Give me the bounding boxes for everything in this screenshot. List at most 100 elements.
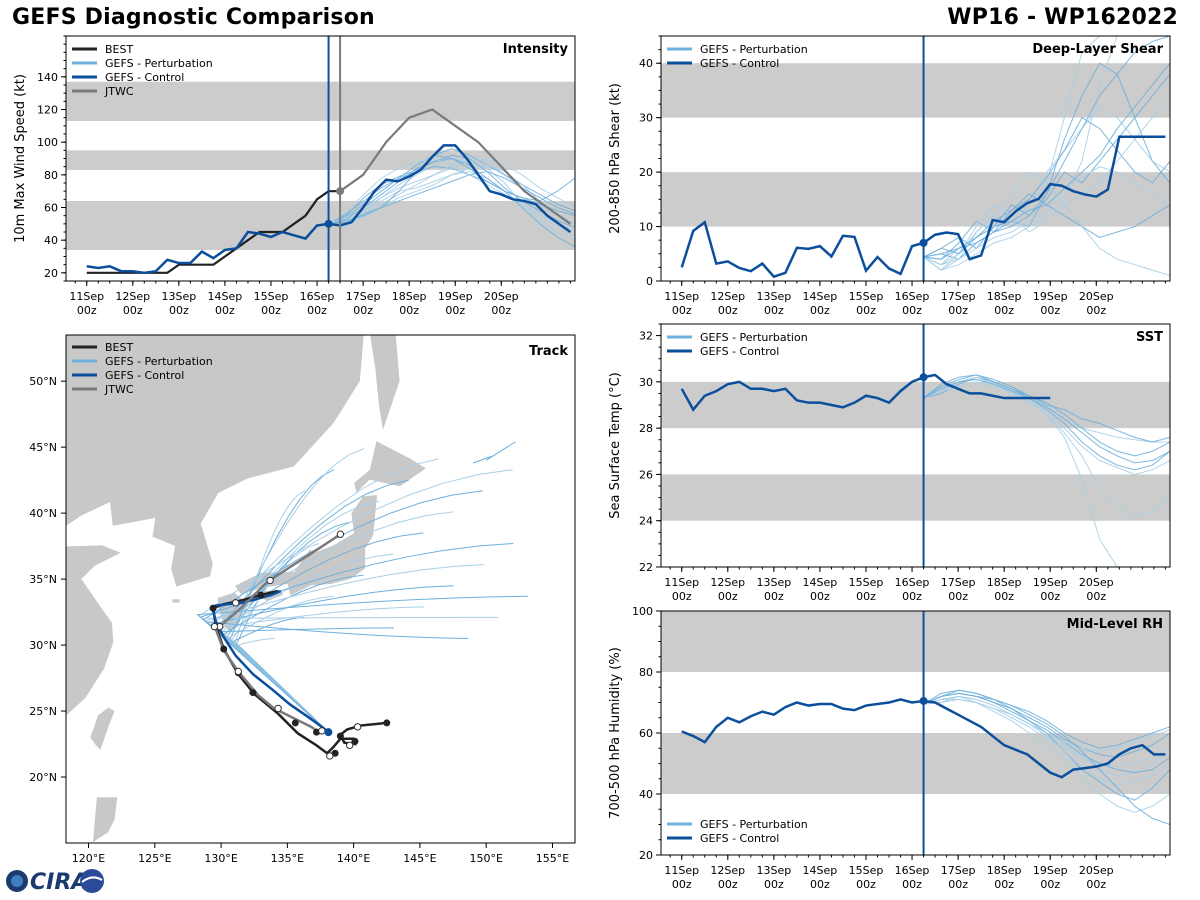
y-tick-label: 40 (639, 57, 653, 70)
y-tick-label: 28 (639, 422, 653, 435)
x-tick-label-date: 16Sep (895, 290, 930, 303)
panel-title: Deep-Layer Shear (1032, 42, 1163, 57)
jtwc-forecast-point (326, 752, 334, 760)
x-tick-label-date: 13Sep (161, 290, 196, 303)
y-tick-label: 20 (44, 267, 58, 280)
perturbation-line (923, 376, 1170, 517)
x-tick-label-hour: 00z (1040, 878, 1060, 891)
x-tick-label-date: 18Sep (987, 864, 1022, 877)
y-tick-label: 40°N (29, 507, 57, 520)
legend-label: GEFS - Control (105, 71, 184, 84)
y-tick-label: 40 (44, 234, 58, 247)
axes-frame (660, 323, 1171, 568)
y-tick-label: 10 (639, 221, 653, 234)
legend-label: JTWC (104, 383, 134, 396)
best-track-point (383, 719, 391, 727)
perturbation-line (328, 171, 575, 225)
x-tick-label-date: 16Sep (895, 864, 930, 877)
y-tick-label: 30 (639, 376, 653, 389)
best-track (211, 589, 387, 755)
control-init-point (324, 728, 333, 737)
y-tick-label: 100 (632, 605, 653, 618)
x-tick-label-hour: 00z (1086, 590, 1106, 603)
best-track-point (291, 719, 299, 727)
panel-title: Intensity (503, 42, 569, 57)
jtwc-forecast-point (234, 667, 243, 676)
perturbation-track (196, 595, 528, 733)
jtwc-track (214, 533, 342, 735)
x-tick-label-date: 20Sep (1079, 290, 1114, 303)
y-tick-label: 30°N (29, 639, 57, 652)
y-axis-label: 200-850 hPa Shear (kt) (608, 83, 623, 234)
figure-title-right: WP16 - WP162022 (947, 5, 1178, 30)
perturbation-line (923, 689, 1170, 825)
x-tick-label-hour: 00z (948, 878, 968, 891)
x-tick-label-date: 11Sep (69, 290, 104, 303)
x-tick-label-date: 17Sep (941, 290, 976, 303)
x-tick-label-hour: 00z (810, 878, 830, 891)
x-tick-label-date: 11Sep (664, 290, 699, 303)
y-tick-label: 0 (646, 275, 653, 288)
legend-label: BEST (105, 43, 133, 56)
best-track-point (249, 689, 257, 697)
x-tick-label: 140°E (337, 852, 370, 865)
x-tick-label-date: 13Sep (756, 290, 791, 303)
x-tick-label-date: 20Sep (1079, 864, 1114, 877)
x-tick-label-hour: 00z (902, 590, 922, 603)
y-tick-label: 20 (639, 166, 653, 179)
x-tick-label: 125°E (138, 852, 171, 865)
perturbation-line (328, 164, 575, 225)
asian-mainland-land (66, 335, 365, 588)
legend-label: GEFS - Perturbation (700, 43, 808, 56)
x-tick-label-date: 19Sep (1033, 864, 1068, 877)
x-tick-label-date: 13Sep (756, 864, 791, 877)
x-tick-label-hour: 00z (77, 304, 97, 317)
legend-label: GEFS - Control (700, 345, 779, 358)
perturbation-line (923, 73, 1170, 258)
x-tick-label-date: 18Sep (987, 576, 1022, 589)
legend-label: GEFS - Control (105, 369, 184, 382)
y-tick-label: 25°N (29, 705, 57, 718)
perturbation-line (923, 166, 1170, 266)
x-tick-label-hour: 00z (902, 878, 922, 891)
x-tick-label-hour: 00z (764, 590, 784, 603)
perturbation-line (923, 374, 1170, 471)
map-area (66, 335, 528, 843)
x-tick-label-date: 11Sep (664, 864, 699, 877)
y-tick-label: 35°N (29, 573, 57, 586)
x-tick-label-date: 13Sep (756, 576, 791, 589)
perturbation-track (485, 441, 516, 461)
y-tick-label: 60 (639, 727, 653, 740)
plot-area-intensity (66, 81, 575, 275)
panel-title: Mid-Level RH (1067, 617, 1163, 632)
perturbation-line (923, 692, 1170, 774)
hokkaido-land (353, 439, 428, 495)
x-tick-label-date: 12Sep (710, 290, 745, 303)
x-tick-label-date: 11Sep (664, 576, 699, 589)
panel-shear: 01020304011Sep00z12Sep00z13Sep00z14Sep00… (608, 35, 1171, 317)
x-tick-label-hour: 00z (672, 878, 692, 891)
x-tick-label-hour: 00z (856, 304, 876, 317)
x-tick-label-date: 15Sep (254, 290, 289, 303)
x-tick-label-date: 15Sep (849, 864, 884, 877)
x-tick-label-hour: 00z (1040, 590, 1060, 603)
jtwc-forecast-point (266, 576, 274, 585)
x-tick-label-date: 19Sep (1033, 576, 1068, 589)
x-tick-label-date: 12Sep (115, 290, 150, 303)
x-tick-label-date: 18Sep (392, 290, 427, 303)
x-tick-label-date: 15Sep (849, 290, 884, 303)
x-tick-label-hour: 00z (856, 590, 876, 603)
perturbation-line (923, 36, 1170, 271)
jeju-land (171, 598, 181, 604)
x-tick-label-hour: 00z (948, 590, 968, 603)
perturbation-line (328, 157, 575, 231)
x-tick-label-hour: 00z (353, 304, 373, 317)
y-tick-label: 50°N (29, 375, 57, 388)
x-tick-label-hour: 00z (902, 304, 922, 317)
x-tick-label: 145°E (403, 852, 436, 865)
perturbation-line (923, 376, 1170, 443)
colorado-state-seal-icon (80, 869, 104, 893)
y-axis-label: 10m Max Wind Speed (kt) (13, 74, 28, 243)
y-tick-label: 20°N (29, 771, 57, 784)
